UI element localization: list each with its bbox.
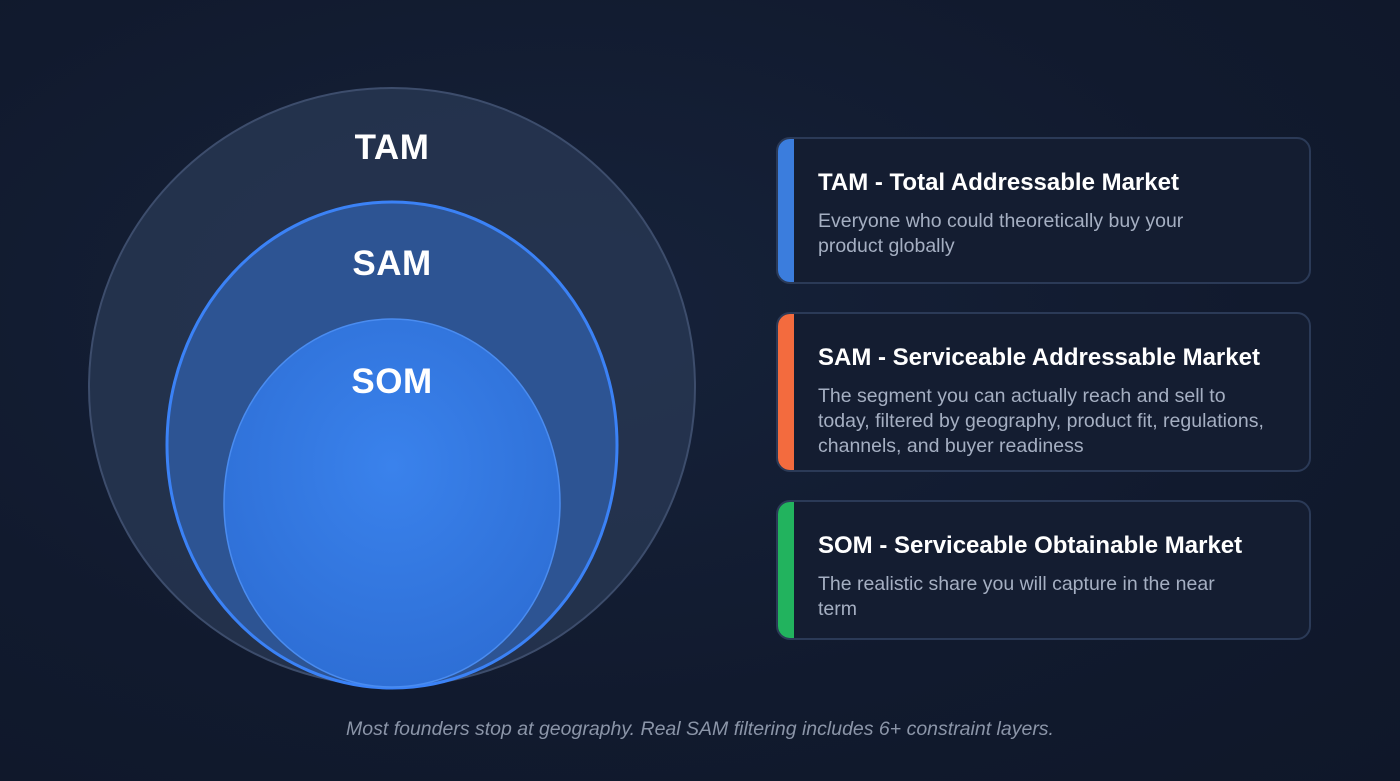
som-accent-bar xyxy=(778,502,794,638)
sam-accent-bar xyxy=(778,314,794,470)
sam-card: SAM - Serviceable Addressable Market The… xyxy=(776,312,1311,472)
tam-card: TAM - Total Addressable Market Everyone … xyxy=(776,137,1311,284)
som-card-title: SOM - Serviceable Obtainable Market xyxy=(818,532,1243,559)
som-circle xyxy=(223,318,561,688)
tam-accent-bar xyxy=(778,139,794,282)
footer-note: Most founders stop at geography. Real SA… xyxy=(346,718,1054,740)
nested-circles xyxy=(88,87,696,690)
tam-card-description: Everyone who could theoretically buy you… xyxy=(818,210,1184,257)
som-card-description: The realistic share you will capture in … xyxy=(818,573,1215,620)
som-label: SOM xyxy=(351,362,433,401)
tam-card-title: TAM - Total Addressable Market xyxy=(818,169,1179,196)
market-size-diagram: TAM SAM SOM xyxy=(88,87,696,690)
tam-label: TAM xyxy=(354,128,430,167)
sam-card-title: SAM - Serviceable Addressable Market xyxy=(818,344,1260,371)
som-card: SOM - Serviceable Obtainable Market The … xyxy=(776,500,1311,640)
sam-label: SAM xyxy=(352,244,432,283)
sam-card-description: The segment you can actually reach and s… xyxy=(818,385,1264,457)
